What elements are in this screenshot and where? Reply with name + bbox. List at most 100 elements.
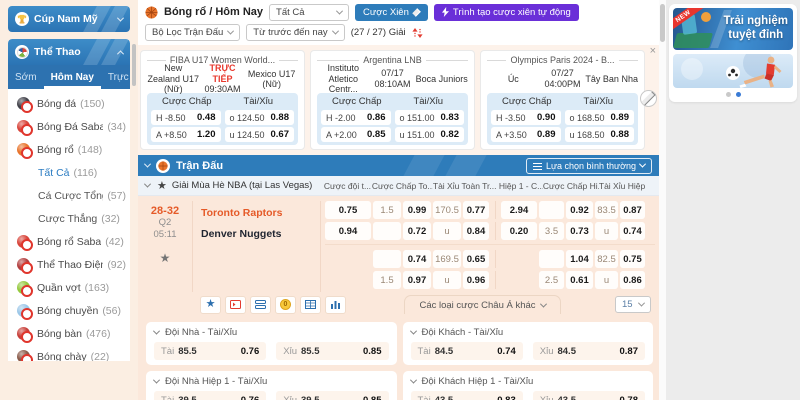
fh-ou-line-cell[interactable]: u: [595, 222, 618, 240]
sidebar-item[interactable]: Bóng Đá Saba (34): [8, 115, 130, 138]
odds-cell[interactable]: u 168.50 0.88: [564, 127, 634, 142]
odds-mode-select[interactable]: Lựa chọn bình thường: [525, 157, 652, 174]
market-odds-cell[interactable]: Tài 85.5 0.76: [154, 342, 267, 360]
carousel-dot[interactable]: [725, 92, 731, 97]
hdp-cell[interactable]: 0.74: [403, 250, 431, 268]
hdp-line-cell[interactable]: [373, 222, 401, 240]
fh-hdp-line-cell[interactable]: 2.5: [539, 271, 564, 289]
odds-cell[interactable]: u 151.00 0.82: [394, 127, 464, 142]
sidebar-item[interactable]: Bóng chày (22): [8, 345, 130, 361]
home-team-name[interactable]: Toronto Raptors: [201, 206, 283, 219]
market-odds-cell[interactable]: Xỉu 39.5 0.85: [276, 391, 389, 400]
ou-line-cell[interactable]: u: [433, 222, 461, 240]
fh-hdp-cell[interactable]: 0.92: [566, 201, 593, 219]
sidebar-item[interactable]: Bóng chuyền (56): [8, 299, 130, 322]
ou-cell[interactable]: 0.65: [463, 250, 489, 268]
fh-hdp-line-cell[interactable]: [539, 250, 564, 268]
market-panel-title[interactable]: Đội Khách Hiệp 1 - Tài/Xỉu: [409, 375, 646, 387]
sidebar-item[interactable]: Bóng rổ (148): [8, 138, 130, 161]
market-odds-cell[interactable]: Tài 43.5 0.83: [410, 391, 523, 400]
fh-ou-line-cell[interactable]: 83.5: [595, 201, 618, 219]
odds-cell[interactable]: o 168.50 0.89: [564, 110, 634, 125]
sidebar-item[interactable]: Thể Thao Điện Tử (92): [8, 253, 130, 276]
sidebar-tab[interactable]: Trực tiếp130: [101, 65, 130, 89]
fh-hdp-line-cell[interactable]: 3.5: [539, 222, 564, 240]
hdp-line-cell[interactable]: [373, 250, 401, 268]
star-icon[interactable]: ★: [200, 295, 221, 314]
table-icon[interactable]: [300, 295, 321, 314]
market-panel-title[interactable]: Đội Khách - Tài/Xỉu: [409, 326, 646, 338]
fh-ou-cell[interactable]: 0.87: [620, 201, 645, 219]
sidebar-item[interactable]: Quần vợt (163): [8, 276, 130, 299]
time-filter-select[interactable]: Từ trước đến nay: [246, 24, 345, 41]
sidebar-header-cup[interactable]: Cúp Nam Mỹ: [8, 6, 130, 32]
fh-ou-cell[interactable]: 0.74: [620, 222, 645, 240]
market-odds-cell[interactable]: Xỉu 84.5 0.87: [532, 342, 645, 360]
odds-cell[interactable]: o 151.00 0.83: [394, 110, 464, 125]
favorite-star-icon[interactable]: ★: [159, 250, 171, 265]
odds-cell[interactable]: A +3.50 0.89: [491, 127, 561, 142]
ou-cell[interactable]: 0.96: [463, 271, 489, 289]
fh-ml-cell[interactable]: 0.20: [501, 222, 537, 240]
next-arrow-button[interactable]: [640, 90, 657, 107]
ou-cell[interactable]: 0.77: [463, 201, 489, 219]
ml-cell[interactable]: 0.75: [325, 201, 371, 219]
sidebar-header-sports[interactable]: Thể Thao: [8, 39, 130, 65]
sidebar-item[interactable]: Bóng đá (150): [8, 92, 130, 115]
fh-ou-cell[interactable]: 0.86: [620, 271, 645, 289]
fh-ou-line-cell[interactable]: 82.5: [595, 250, 618, 268]
sidebar-item[interactable]: Cược Thẳng (32): [8, 207, 130, 230]
coin-icon[interactable]: 0: [275, 295, 296, 314]
sidebar-item[interactable]: Tất Cả (116): [8, 161, 130, 184]
chevron-down-icon[interactable]: [143, 160, 152, 168]
market-odds-cell[interactable]: Tài 84.5 0.74: [410, 342, 523, 360]
ou-cell[interactable]: 0.84: [463, 222, 489, 240]
sort-icon[interactable]: [412, 27, 423, 39]
ml-cell[interactable]: 0.94: [325, 222, 371, 240]
page-size-select[interactable]: 15: [615, 296, 651, 313]
chevron-down-icon[interactable]: [143, 180, 152, 188]
hdp-cell[interactable]: 0.72: [403, 222, 431, 240]
market-panel-title[interactable]: Đội Nhà Hiệp 1 - Tài/Xỉu: [152, 375, 389, 387]
market-odds-cell[interactable]: Xỉu 43.5 0.78: [532, 391, 645, 400]
odds-cell[interactable]: u 124.50 0.67: [224, 127, 294, 142]
sidebar-item[interactable]: Bóng rổ Saba (42): [8, 230, 130, 253]
asian-markets-dropdown[interactable]: Các loại cược Châu Á khác: [404, 295, 561, 314]
close-icon[interactable]: ×: [649, 45, 656, 57]
stats-icon[interactable]: [325, 295, 346, 314]
hdp-cell[interactable]: 0.97: [403, 271, 431, 289]
star-icon[interactable]: ★: [157, 180, 167, 192]
odds-cell[interactable]: H -8.50 0.48: [151, 110, 221, 125]
promo-banner[interactable]: NEW Trải nghiệm tuyệt đỉnh: [673, 8, 793, 50]
ou-line-cell[interactable]: 169.5: [433, 250, 461, 268]
auto-parlay-button[interactable]: Trình tạo cược xiên tự động: [433, 3, 579, 21]
away-team-name[interactable]: Denver Nuggets: [201, 227, 282, 240]
sport-filter-select[interactable]: Tất Cả: [269, 3, 350, 21]
odds-cell[interactable]: o 124.50 0.88: [224, 110, 294, 125]
hdp-cell[interactable]: 0.99: [403, 201, 431, 219]
soccer-banner[interactable]: [673, 54, 793, 88]
market-odds-cell[interactable]: Tài 39.5 0.76: [154, 391, 267, 400]
market-panel-title[interactable]: Đội Nhà - Tài/Xỉu: [152, 326, 389, 338]
hdp-line-cell[interactable]: 1.5: [373, 271, 401, 289]
sidebar-item[interactable]: Cá Cược Tổng Hợp (57): [8, 184, 130, 207]
odds-cell[interactable]: A +8.50 1.20: [151, 127, 221, 142]
odds-cell[interactable]: H -3.50 0.90: [491, 110, 561, 125]
hdp-line-cell[interactable]: 1.5: [373, 201, 401, 219]
sidebar-item[interactable]: Bóng bàn (476): [8, 322, 130, 345]
fh-hdp-line-cell[interactable]: [539, 201, 564, 219]
fh-ou-cell[interactable]: 0.75: [620, 250, 645, 268]
fh-ml-cell[interactable]: 2.94: [501, 201, 537, 219]
parlay-button[interactable]: Cược Xiên: [355, 3, 428, 21]
odds-cell[interactable]: A +2.00 0.85: [321, 127, 391, 142]
ou-line-cell[interactable]: 170.5: [433, 201, 461, 219]
fh-hdp-cell[interactable]: 0.73: [566, 222, 593, 240]
sidebar-scrollbar[interactable]: [132, 44, 136, 86]
carousel-dot-active[interactable]: [735, 92, 741, 97]
fh-ou-line-cell[interactable]: u: [595, 271, 618, 289]
fh-hdp-cell[interactable]: 1.04: [566, 250, 593, 268]
fh-hdp-cell[interactable]: 0.61: [566, 271, 593, 289]
video-icon[interactable]: [225, 295, 246, 314]
list-icon[interactable]: [250, 295, 271, 314]
scrollbar-thumb[interactable]: [660, 4, 665, 42]
